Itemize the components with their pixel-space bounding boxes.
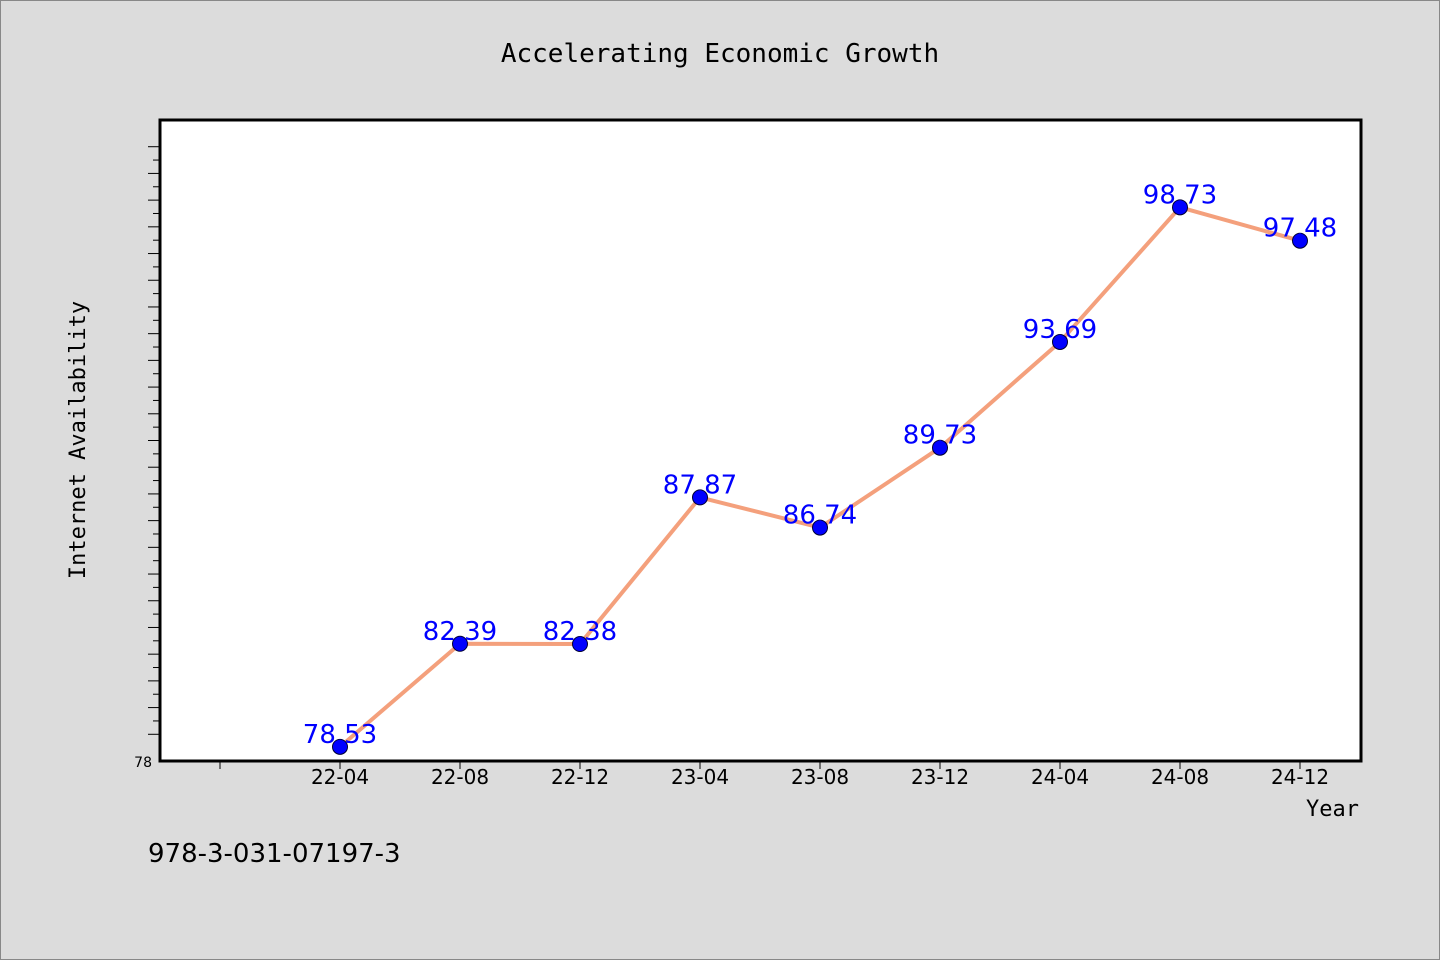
chart-title: Accelerating Economic Growth: [501, 39, 939, 69]
y-axis-label: Internet Availability: [66, 301, 91, 579]
data-label: 93.69: [1023, 315, 1097, 345]
x-axis-ticks: 22-04 22-08 22-12 23-04 23-08 23-12 24-04 24-08…: [219, 761, 1329, 789]
data-point: [932, 439, 948, 456]
data-label: 78.53: [303, 720, 377, 750]
data-point: [452, 635, 468, 652]
data-label: 98.73: [1143, 180, 1217, 210]
isbn-footer: 978-3-031-07197-3: [148, 839, 401, 869]
data-label: 86.74: [783, 501, 857, 531]
data-point: [1172, 199, 1188, 216]
x-tick-label: 24-04: [1031, 765, 1089, 789]
data-point: [572, 636, 588, 653]
x-tick-label: 22-12: [551, 765, 609, 789]
data-point: [692, 489, 708, 506]
data-point: [1292, 232, 1308, 249]
data-point: [332, 738, 348, 755]
data-label: 87.87: [663, 470, 737, 500]
y-axis-ticks: 78: [134, 146, 160, 771]
x-axis-label: Year: [1306, 797, 1359, 822]
data-label: 89.73: [903, 421, 977, 451]
series-layer: 78.53 82.39 82.38 87.87 86.74 89.73 93.69 98.73…: [303, 180, 1337, 755]
x-tick-label: 23-12: [911, 765, 969, 789]
x-tick-label: 24-08: [1151, 765, 1209, 789]
data-label: 97.48: [1263, 214, 1337, 244]
x-tick-label: 22-04: [311, 765, 369, 789]
data-point: [812, 519, 828, 536]
data-label: 82.38: [543, 617, 617, 647]
plot-area: [158, 118, 1363, 763]
x-tick-label: 22-08: [431, 765, 489, 789]
x-tick-label: 24-12: [1271, 765, 1329, 789]
y-tick-label: 78: [134, 755, 152, 771]
x-tick-label: 23-04: [671, 765, 729, 789]
data-point: [1052, 333, 1068, 350]
data-label: 82.39: [423, 617, 497, 647]
x-tick-label: 23-08: [791, 765, 849, 789]
